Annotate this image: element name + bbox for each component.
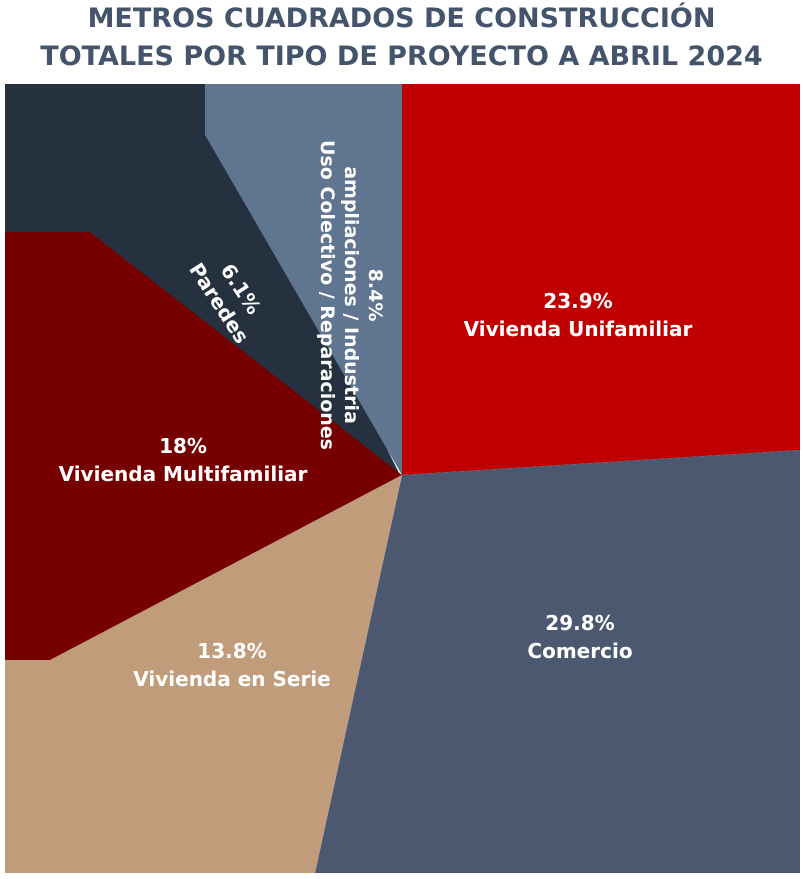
chart-title-line-1: METROS CUADRADOS DE CONSTRUCCIÓN: [87, 3, 716, 34]
label-vivienda-en-serie-pct: 13.8%: [197, 639, 266, 663]
label-vivienda-multifamiliar: 18% Vivienda Multifamiliar: [59, 434, 308, 486]
label-vivienda-unifamiliar-name: Vivienda Unifamiliar: [464, 317, 693, 341]
label-comercio: 29.8% Comercio: [527, 611, 632, 663]
slice-paredes: [5, 84, 400, 475]
label-vivienda-en-serie: 13.8% Vivienda en Serie: [133, 639, 330, 691]
label-ampliaciones: 8.4% ampliaciones / Industria Uso Colect…: [316, 140, 386, 450]
label-comercio-name: Comercio: [527, 639, 632, 663]
chart-title-line-2: TOTALES POR TIPO DE PROYECTO A ABRIL 202…: [40, 41, 763, 72]
label-ampliaciones-line-2: Uso Colectivo / Reparaciones: [316, 140, 338, 450]
slice-vivienda-unifamiliar: [402, 84, 800, 475]
slice-comercio: [315, 450, 800, 873]
slice-ampliaciones: [205, 84, 402, 475]
chart-title: METROS CUADRADOS DE CONSTRUCCIÓN TOTALES…: [0, 0, 803, 84]
label-vivienda-multifamiliar-name: Vivienda Multifamiliar: [59, 462, 308, 486]
label-vivienda-multifamiliar-pct: 18%: [159, 434, 207, 458]
label-comercio-pct: 29.8%: [545, 611, 614, 635]
label-vivienda-unifamiliar: 23.9% Vivienda Unifamiliar: [464, 289, 693, 341]
slice-vivienda-en-serie: [5, 475, 402, 873]
slice-vivienda-multifamiliar: [5, 232, 402, 660]
label-ampliaciones-pct: 8.4%: [364, 269, 386, 322]
label-vivienda-en-serie-name: Vivienda en Serie: [133, 667, 330, 691]
label-ampliaciones-line-1: ampliaciones / Industria: [340, 166, 362, 424]
label-vivienda-unifamiliar-pct: 23.9%: [543, 289, 612, 313]
